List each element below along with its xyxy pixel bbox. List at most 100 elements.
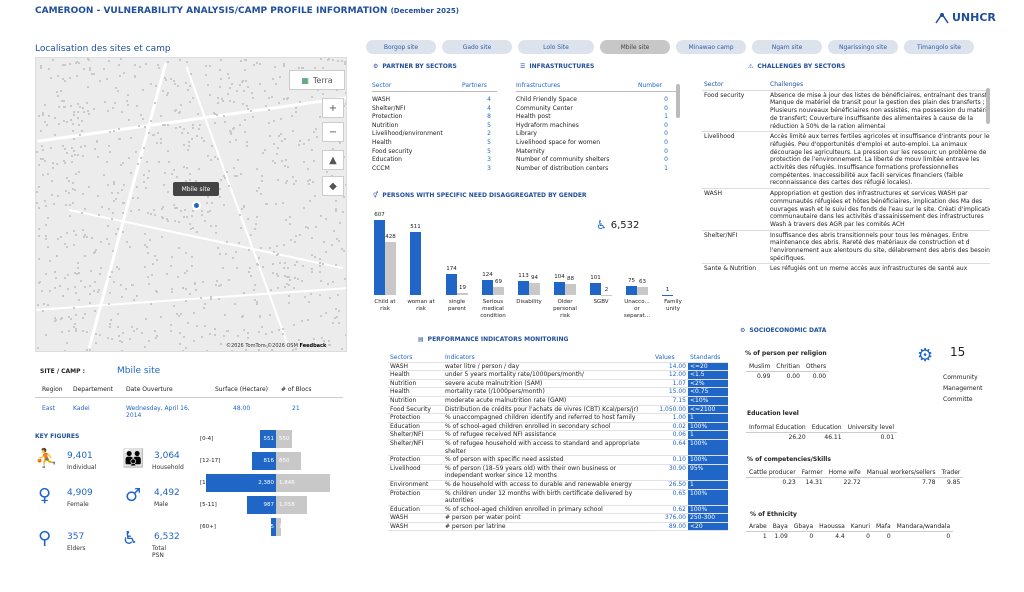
perf-value: 26.50: [668, 480, 686, 488]
perf-value: 376.00: [665, 514, 686, 522]
rel-h-others: Others: [805, 363, 827, 370]
perf-sector: Health: [390, 371, 410, 379]
tab-minawao[interactable]: Minawao camp: [676, 40, 746, 54]
infra-name: Community Center: [516, 104, 573, 112]
hdr-region: Region: [42, 386, 63, 393]
compass-icon[interactable]: ◆: [322, 176, 344, 196]
tilt-icon[interactable]: ▲: [322, 150, 344, 170]
pyramid-male-value: 1,846: [279, 480, 295, 486]
psn-category-label: Disability: [516, 299, 542, 305]
challenge-sector: Shelter/NFI: [702, 229, 768, 264]
partner-sector: Protection: [372, 113, 403, 121]
tab-ngarissingo[interactable]: Ngarissingo site: [828, 40, 898, 54]
wheelchair-icon: ♿: [122, 528, 139, 549]
tab-ngam[interactable]: Ngam site: [752, 40, 822, 54]
perf-row: Education % of school-aged children enrol…: [388, 422, 728, 431]
pyramid-bar-female: [252, 452, 276, 470]
partner-row: CCCM 3: [372, 165, 497, 174]
tab-borgop[interactable]: Borgop site: [366, 40, 436, 54]
pyramid-male-value: 182: [279, 524, 290, 530]
eth-v-0: 1: [746, 531, 770, 541]
partner-sector: Livelihood/environment: [372, 130, 443, 138]
perf-row: WASH # person per water point 376.00 250-30…: [388, 513, 728, 523]
sk-v-cattle: 0.23: [746, 477, 799, 487]
perf-indicator: % of school-aged children enrolled in se…: [445, 422, 611, 430]
feedback-link[interactable]: Feedback: [299, 343, 327, 349]
challenges-scrollbar[interactable]: [986, 88, 990, 124]
kf-label: Individual: [67, 464, 97, 471]
challenge-sector: Livelihood: [702, 131, 768, 189]
perf-value: 1.00: [672, 414, 686, 422]
pyramid-age-label: [5-11]: [200, 502, 217, 508]
perf-table[interactable]: Sectors Indicators Values Standards WASH wat…: [388, 354, 728, 560]
psn-bar-series1: [446, 273, 457, 295]
age-pyramid: [0-4]551550[12-17]816850[18-59]2,3801,84…: [200, 428, 360, 558]
challenge-sector: Food security: [702, 89, 768, 132]
site-location-marker[interactable]: [192, 201, 201, 210]
perf-indicator: severe acute malnutrition (SAM): [445, 379, 543, 387]
unhcr-logo: UNHCR: [935, 10, 996, 24]
challenge-text: Accès limité aux terres fertiles agricol…: [768, 131, 990, 189]
site-name: Mbile site: [117, 366, 161, 376]
perf-row: Health under 5 years mortality rate/1000p…: [388, 370, 728, 380]
infra-col-name: Infrastructures: [516, 82, 561, 89]
psn-category-label: Serious medical condition: [480, 299, 506, 319]
pyramid-bar-female: [259, 430, 276, 448]
infra-table[interactable]: Infrastructures Number Child Friendly Sp…: [516, 82, 681, 176]
psn-title: ⚥ PERSONS WITH SPECIFIC NEED DISAGGREGATE…: [373, 192, 587, 199]
sk-h-trader: Trader: [941, 469, 961, 476]
site-map[interactable]: ▦ Terra + − ▲ ◆ Mbile site ©2026 TomTom ©…: [35, 57, 347, 352]
layers-icon: ▦: [301, 75, 309, 85]
partner-row: Livelihood/environment 2: [372, 130, 497, 139]
kf-value: 357: [67, 532, 85, 542]
psn-total: ♿ 6,532: [596, 218, 639, 232]
infra-scrollbar[interactable]: [676, 84, 680, 118]
perf-standard: <=2100: [688, 405, 728, 414]
edu-v-university: 0.01: [844, 432, 898, 442]
kf-label: Household: [152, 464, 184, 471]
infra-row: Maternity 0: [516, 148, 668, 157]
warning-icon: ⚠: [748, 63, 754, 70]
kf-value: 4,492: [154, 488, 180, 498]
perf-sector: Protection: [390, 489, 421, 497]
psn-bar-series2: [565, 284, 576, 295]
partner-count: 2: [487, 130, 491, 138]
psn-total-value: 6,532: [610, 219, 640, 231]
partner-row: WASH 4: [372, 96, 497, 105]
map-layer-button[interactable]: ▦ Terra: [289, 70, 345, 90]
perf-col-indicator: Indicators: [445, 354, 475, 361]
infra-count: 0: [664, 121, 668, 129]
perf-indicator: % of refugee household with access to st…: [445, 439, 640, 455]
sk-h-homewife: Home wife: [828, 469, 861, 476]
tab-timangolo[interactable]: Timangolo site: [904, 40, 974, 54]
challenge-row: WASH Appropriation et gestion des infrast…: [702, 188, 990, 231]
kf-value: 3,064: [154, 451, 180, 461]
perf-indicator: % of refugee received NFI assistance: [445, 431, 557, 439]
psn-category-label: Older personal risk: [553, 299, 577, 319]
pyramid-bar-female: [270, 518, 276, 536]
skills-title: % of competencies/Skills: [747, 456, 831, 463]
tab-gado[interactable]: Gado site: [442, 40, 512, 54]
zoom-in-button[interactable]: +: [322, 98, 344, 118]
perf-sector: Education: [390, 422, 420, 430]
perf-col-value: Values: [655, 354, 675, 361]
perf-grid: Sectors Indicators Values Standards WASH wat…: [388, 354, 728, 531]
infra-row: Library 0: [516, 130, 668, 139]
psn-category-label: Child at risk: [374, 299, 396, 312]
perf-indicator: % of person (18–59 years old) with their…: [445, 464, 617, 480]
perf-value: 1,050.00: [659, 405, 686, 413]
infra-row: Number of community shelters 0: [516, 156, 668, 165]
infra-title-text: INFRASTRUCTURES: [529, 63, 595, 70]
perf-row: WASH water litre / person / day 14.00 <=20: [388, 362, 728, 371]
tab-mbile[interactable]: Mbile site: [600, 40, 670, 54]
psn-value-label: 511: [410, 224, 421, 231]
perf-sector: Education: [390, 505, 420, 513]
psn-value-label: 104: [554, 274, 565, 281]
psn-bar-series1: [590, 282, 601, 295]
perf-value: 0.62: [672, 505, 686, 513]
challenges-table[interactable]: Sector Challenges Food security Absence de…: [702, 80, 990, 302]
perf-sector: Environment: [390, 480, 429, 488]
tab-lolo[interactable]: Lolo Site: [518, 40, 594, 54]
zoom-out-button[interactable]: −: [322, 122, 344, 142]
perf-sector: Health: [390, 388, 410, 396]
